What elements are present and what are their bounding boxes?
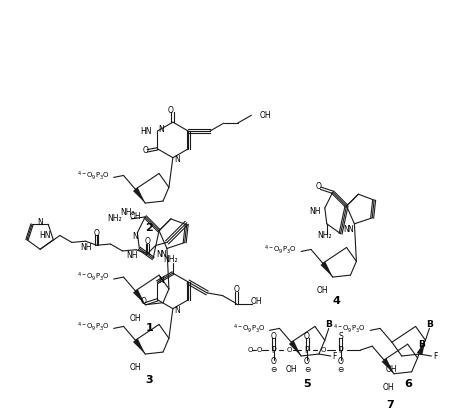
Text: B: B: [426, 320, 433, 329]
Text: O: O: [320, 347, 326, 353]
Text: B: B: [418, 340, 425, 349]
Text: N: N: [133, 232, 138, 241]
Text: OH: OH: [129, 314, 141, 323]
Text: NH: NH: [127, 251, 138, 260]
Text: O: O: [316, 182, 322, 191]
Text: N: N: [159, 275, 164, 285]
Polygon shape: [382, 358, 394, 374]
Text: O: O: [94, 229, 100, 238]
Text: $\mathregular{^{4-}O_9P_3O}$: $\mathregular{^{4-}O_9P_3O}$: [77, 271, 109, 283]
Text: OH: OH: [317, 286, 328, 296]
Text: O: O: [271, 332, 276, 341]
Text: F: F: [332, 352, 337, 360]
Text: P: P: [338, 346, 343, 354]
Text: P: P: [305, 346, 310, 354]
Text: S: S: [338, 332, 343, 341]
Text: $\mathregular{^{4-}O_9P_3O}$: $\mathregular{^{4-}O_9P_3O}$: [77, 320, 109, 333]
Text: OH: OH: [382, 383, 394, 392]
Polygon shape: [320, 262, 333, 277]
Text: O: O: [143, 146, 148, 155]
Text: O: O: [337, 357, 344, 367]
Text: N: N: [160, 250, 166, 259]
Text: O: O: [287, 347, 292, 353]
Text: N: N: [344, 225, 349, 234]
Text: $\mathregular{^{4-}O_9P_3O}$: $\mathregular{^{4-}O_9P_3O}$: [77, 169, 109, 182]
Text: O: O: [145, 237, 150, 247]
Text: N: N: [37, 218, 43, 227]
Text: 5: 5: [303, 379, 311, 389]
Text: OH: OH: [129, 363, 141, 372]
Text: $\mathregular{^{4-}O_9P_3O}$: $\mathregular{^{4-}O_9P_3O}$: [233, 322, 265, 335]
Text: NH: NH: [309, 207, 321, 217]
Text: 6: 6: [404, 379, 411, 389]
Polygon shape: [133, 289, 145, 305]
Text: O: O: [304, 357, 310, 367]
Text: N: N: [156, 250, 162, 259]
Text: N: N: [174, 306, 180, 315]
Text: 2: 2: [146, 223, 153, 233]
Polygon shape: [133, 188, 145, 203]
Polygon shape: [133, 339, 145, 354]
Text: 4: 4: [333, 296, 341, 306]
Text: 1: 1: [146, 324, 153, 334]
Text: HN: HN: [40, 231, 51, 240]
Text: O: O: [233, 285, 239, 294]
Text: ⊖: ⊖: [304, 365, 310, 375]
Text: NH₂: NH₂: [120, 209, 135, 217]
Text: O: O: [168, 106, 174, 115]
Polygon shape: [289, 341, 301, 356]
Text: $\mathregular{^{4-}O_9P_3O}$: $\mathregular{^{4-}O_9P_3O}$: [333, 322, 366, 335]
Text: P: P: [271, 346, 276, 354]
Text: OH: OH: [285, 365, 297, 375]
Text: OH: OH: [250, 297, 262, 306]
Text: $\mathregular{^{4-}O_9P_3O}$: $\mathregular{^{4-}O_9P_3O}$: [264, 243, 297, 256]
Text: NH₂: NH₂: [107, 214, 121, 223]
Text: O: O: [247, 347, 253, 353]
Text: OH: OH: [259, 111, 271, 120]
Text: OH: OH: [386, 365, 398, 375]
Text: F: F: [433, 352, 438, 360]
Text: N: N: [347, 225, 353, 234]
Text: 7: 7: [386, 400, 394, 410]
Text: ⊖: ⊖: [270, 365, 277, 375]
Text: HN: HN: [140, 127, 151, 135]
Text: NH₂: NH₂: [318, 231, 332, 240]
Text: B: B: [325, 320, 332, 329]
Text: NH₂: NH₂: [164, 255, 178, 264]
Text: O: O: [271, 357, 276, 367]
Text: 3: 3: [146, 375, 153, 385]
Text: OH: OH: [129, 212, 141, 222]
Text: O: O: [304, 332, 310, 341]
Text: NH: NH: [80, 242, 91, 252]
Text: O: O: [257, 347, 263, 353]
Text: N: N: [159, 125, 164, 134]
Text: ⊖: ⊖: [337, 365, 344, 375]
Polygon shape: [417, 340, 426, 355]
Text: O: O: [141, 297, 146, 306]
Text: N: N: [174, 155, 180, 164]
